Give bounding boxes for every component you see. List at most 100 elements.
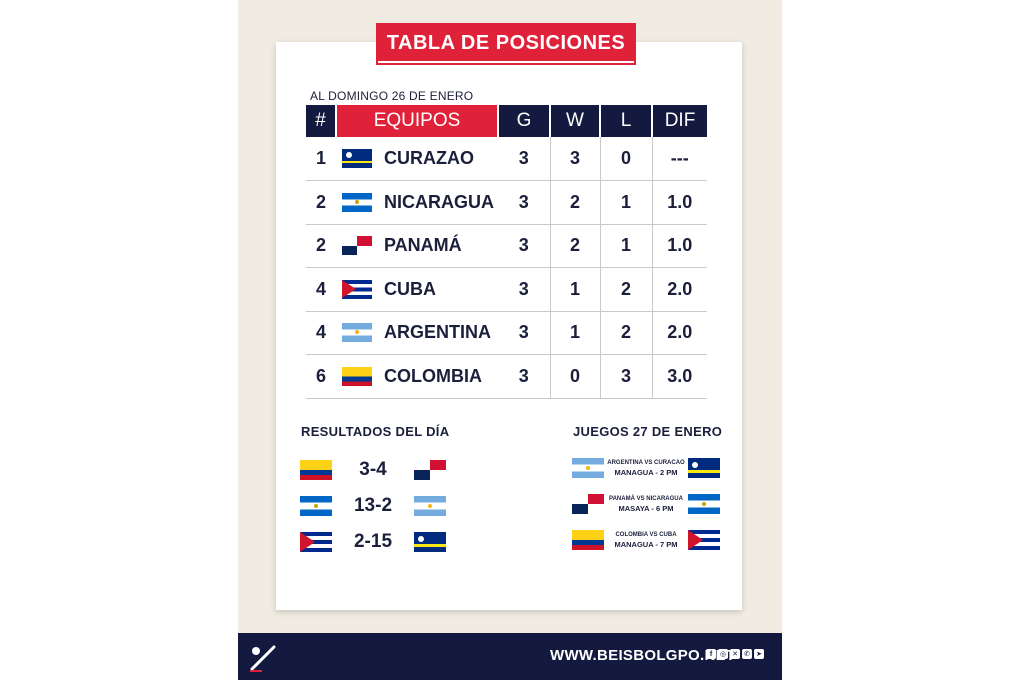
w-cell: 1	[550, 311, 601, 355]
table-row: 2 PANAMÁ 3 2 1 1.0	[306, 224, 707, 268]
as-of-date: AL DOMINGO 26 DE ENERO	[310, 89, 474, 103]
game-venue: MANAGUA - 2 PM	[614, 468, 678, 477]
l-cell: 2	[600, 311, 653, 355]
game-venue: MANAGUA - 7 PM	[614, 540, 678, 549]
game-info: ARGENTINA VS CURACAO MANAGUA - 2 PM	[607, 458, 684, 478]
standings-body: 1 CURAZAO 3 3 0 --- 2 NICARAGUA 3 2 1 1.0 2 PANAMÁ 3 2 1…	[306, 137, 707, 399]
argentina-flag-icon	[414, 496, 446, 516]
telegram-icon[interactable]: ➤	[754, 649, 764, 659]
curazao-flag-icon	[687, 458, 720, 478]
team-cell: CURAZAO	[336, 137, 498, 181]
cuba-flag-icon	[688, 530, 720, 550]
game-item: COLOMBIA VS CUBA MANAGUA - 7 PM	[572, 522, 720, 558]
result-score: 2-15	[353, 531, 393, 552]
g-cell: 3	[498, 267, 551, 312]
g-cell: 3	[498, 311, 551, 355]
x-icon[interactable]: ✕	[730, 649, 740, 659]
colombia-flag-icon	[342, 366, 372, 386]
g-cell: 3	[498, 180, 551, 225]
team-name: PANAMÁ	[384, 235, 462, 256]
standings-table: # EQUIPOS G W L DIF 1 CURAZAO 3 3 0 --- 2 NICAR…	[306, 105, 707, 399]
rank-cell: 1	[306, 137, 336, 181]
team-cell: COLOMBIA	[336, 354, 498, 399]
page-title: TABLA DE POSICIONES	[386, 31, 626, 54]
game-match: ARGENTINA VS CURACAO	[607, 460, 685, 466]
game-match: COLOMBIA VS CUBA	[615, 532, 677, 538]
team-cell: CUBA	[336, 267, 498, 312]
table-row: 6 COLOMBIA 3 0 3 3.0	[306, 354, 707, 399]
game-info: COLOMBIA VS CUBA MANAGUA - 7 PM	[614, 530, 677, 550]
social-icons: f ◎ ✕ ✆ ➤	[706, 649, 764, 659]
games-title: JUEGOS 27 DE ENERO	[573, 424, 723, 439]
result-item: 13-2	[300, 488, 446, 524]
team-name: CUBA	[384, 278, 436, 299]
g-cell: 3	[498, 354, 551, 399]
panama-flag-icon	[342, 236, 372, 256]
table-row: 1 CURAZAO 3 3 0 ---	[306, 137, 707, 181]
col-wins: W	[550, 105, 601, 137]
team-name: COLOMBIA	[384, 365, 482, 386]
rank-cell: 6	[306, 354, 336, 399]
team-cell: ARGENTINA	[336, 311, 498, 355]
l-cell: 2	[600, 267, 653, 312]
result-item: 2-15	[300, 524, 446, 560]
team-cell: PANAMÁ	[336, 224, 498, 268]
game-venue: MASAYA - 6 PM	[618, 504, 674, 513]
w-cell: 0	[550, 354, 601, 399]
game-item: ARGENTINA VS CURACAO MANAGUA - 2 PM	[572, 450, 720, 486]
l-cell: 0	[600, 137, 653, 181]
l-cell: 1	[600, 180, 653, 225]
result-score: 13-2	[353, 495, 393, 516]
colombia-flag-icon	[572, 530, 604, 550]
l-cell: 3	[600, 354, 653, 399]
whatsapp-icon[interactable]: ✆	[742, 649, 752, 659]
result-item: 3-4	[300, 452, 446, 488]
website-link[interactable]: WWW.BEISBOLGPO.NET	[550, 647, 736, 664]
rank-cell: 2	[306, 224, 336, 268]
dif-cell: 1.0	[652, 224, 707, 268]
rank-cell: 4	[306, 267, 336, 312]
table-row: 4 ARGENTINA 3 1 2 2.0	[306, 311, 707, 355]
w-cell: 2	[550, 180, 601, 225]
team-cell: NICARAGUA	[336, 180, 498, 225]
result-score: 3-4	[359, 459, 387, 480]
rank-cell: 4	[306, 311, 336, 355]
argentina-flag-icon	[342, 323, 372, 343]
argentina-flag-icon	[572, 458, 604, 478]
dif-cell: ---	[652, 137, 707, 181]
team-name: NICARAGUA	[384, 191, 494, 212]
cuba-flag-icon	[342, 279, 372, 299]
col-dif: DIF	[652, 105, 707, 137]
col-rank: #	[306, 105, 337, 137]
footer: WWW.BEISBOLGPO.NET f ◎ ✕ ✆ ➤	[238, 633, 782, 680]
w-cell: 2	[550, 224, 601, 268]
games-list: ARGENTINA VS CURACAO MANAGUA - 2 PM PANAMÁ…	[572, 450, 720, 558]
poster: TABLA DE POSICIONES AL DOMINGO 26 DE ENE…	[238, 0, 782, 680]
title-banner: TABLA DE POSICIONES	[376, 23, 636, 65]
instagram-icon[interactable]: ◎	[718, 649, 728, 659]
results-list: 3-4 13-2 2-15	[300, 452, 446, 560]
team-name: ARGENTINA	[384, 322, 491, 343]
nicaragua-flag-icon	[300, 496, 332, 516]
nicaragua-flag-icon	[342, 192, 372, 212]
cuba-flag-icon	[300, 532, 332, 552]
col-games: G	[498, 105, 551, 137]
game-match: PANAMÁ VS NICARAGUA	[609, 496, 683, 502]
table-row: 4 CUBA 3 1 2 2.0	[306, 267, 707, 312]
dif-cell: 2.0	[652, 311, 707, 355]
panama-flag-icon	[572, 494, 604, 514]
panama-flag-icon	[414, 460, 446, 480]
baseball-logo-icon	[250, 645, 276, 672]
w-cell: 3	[550, 137, 601, 181]
game-info: PANAMÁ VS NICARAGUA MASAYA - 6 PM	[609, 494, 683, 514]
facebook-icon[interactable]: f	[706, 649, 716, 659]
team-name: CURAZAO	[384, 148, 474, 168]
standings-header-row: # EQUIPOS G W L DIF	[306, 105, 707, 137]
l-cell: 1	[600, 224, 653, 268]
g-cell: 3	[498, 137, 551, 181]
results-title: RESULTADOS DEL DÍA	[301, 424, 450, 439]
colombia-flag-icon	[300, 460, 332, 480]
g-cell: 3	[498, 224, 551, 268]
dif-cell: 3.0	[652, 354, 707, 399]
w-cell: 1	[550, 267, 601, 312]
